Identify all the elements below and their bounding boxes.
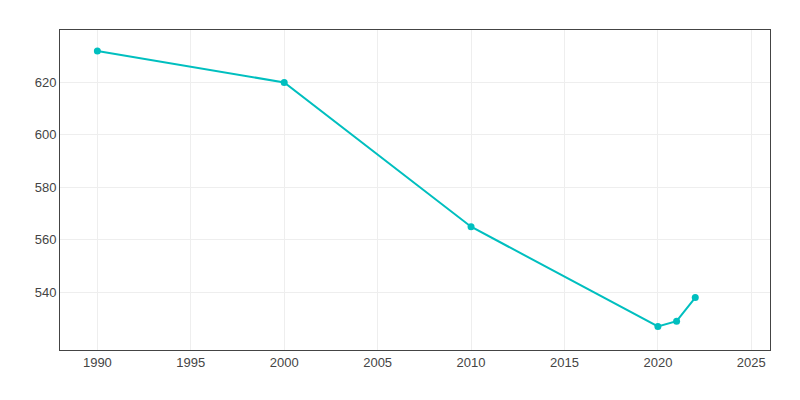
- svg-text:2015: 2015: [550, 355, 579, 370]
- svg-text:580: 580: [35, 180, 57, 195]
- svg-text:1995: 1995: [176, 355, 205, 370]
- svg-text:620: 620: [35, 75, 57, 90]
- svg-text:2010: 2010: [457, 355, 486, 370]
- svg-text:2005: 2005: [363, 355, 392, 370]
- svg-text:2020: 2020: [643, 355, 672, 370]
- svg-text:540: 540: [35, 285, 57, 300]
- svg-text:1990: 1990: [83, 355, 112, 370]
- svg-text:2000: 2000: [270, 355, 299, 370]
- svg-text:560: 560: [35, 232, 57, 247]
- svg-text:600: 600: [35, 127, 57, 142]
- svg-text:2025: 2025: [737, 355, 766, 370]
